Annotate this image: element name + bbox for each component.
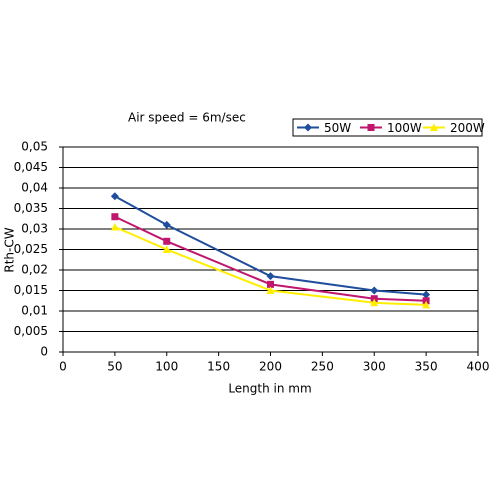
data-point — [110, 222, 119, 231]
y-axis-label: Rth-CW — [3, 227, 17, 272]
y-tick-label: 0 — [40, 345, 48, 359]
y-tick-label: 0,02 — [21, 263, 48, 277]
y-tick-label: 0,01 — [21, 304, 48, 318]
x-tick-label: 250 — [311, 360, 334, 374]
data-point — [267, 280, 274, 288]
legend-marker — [430, 123, 438, 131]
y-tick-label: 0,05 — [21, 140, 48, 154]
y-tick-label: 0,025 — [14, 242, 48, 256]
y-tick-label: 0,04 — [21, 181, 48, 195]
data-point — [422, 290, 431, 299]
legend-marker — [304, 123, 312, 132]
x-tick-label: 100 — [155, 360, 178, 374]
legend-label: 50W — [324, 121, 351, 135]
y-tick-label: 0,035 — [14, 201, 48, 215]
data-point — [163, 237, 171, 245]
data-point — [110, 192, 119, 201]
data-point — [370, 298, 379, 307]
chart-title: Air speed = 6m/sec — [128, 111, 246, 125]
x-tick-label: 300 — [363, 360, 386, 374]
data-point — [370, 295, 378, 303]
data-point — [111, 213, 119, 221]
x-tick-label: 400 — [467, 360, 490, 374]
legend-box — [292, 118, 483, 137]
legend-label: 200W — [450, 121, 485, 135]
x-tick-label: 200 — [259, 360, 282, 374]
data-point — [422, 300, 431, 309]
legend-label: 100W — [387, 121, 422, 135]
plot-frame — [62, 146, 479, 353]
y-tick-label: 0,03 — [21, 222, 48, 236]
data-point — [422, 297, 430, 305]
legend-marker — [367, 124, 375, 131]
data-point — [162, 245, 171, 253]
x-tick-label: 150 — [207, 360, 230, 374]
x-tick-label: 350 — [415, 360, 438, 374]
x-tick-label: 50 — [107, 360, 122, 374]
data-point — [370, 286, 379, 295]
x-tick-label: 0 — [59, 360, 67, 374]
y-tick-label: 0,045 — [14, 160, 48, 174]
data-point — [266, 272, 275, 281]
data-point — [266, 286, 275, 294]
data-point — [162, 220, 171, 229]
y-tick-label: 0,005 — [14, 324, 48, 338]
y-tick-label: 0,015 — [14, 283, 48, 297]
x-axis-label: Length in mm — [228, 382, 311, 396]
